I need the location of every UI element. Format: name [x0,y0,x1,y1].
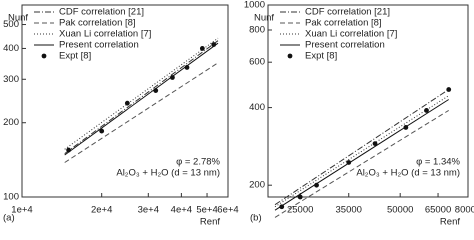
data-point [297,194,303,200]
y-tick-label: 600 [249,57,265,68]
annotation: φ = 2.78% [176,157,220,168]
x-tick-label: 35000 [336,205,362,216]
y-tick-label: 200 [3,117,19,128]
x-tick-label: 3e+4 [138,205,159,216]
legend-label: Present correlation [305,40,385,51]
legend-label: Xuan Li correlation [7] [305,29,397,40]
legend-label: Expt [8] [59,51,91,62]
x-tick-label: 80000 [455,205,474,216]
data-point [153,88,159,93]
data-point [314,182,319,188]
panel-label: (b) [250,213,262,224]
y-tick-label: 400 [3,43,19,54]
figure: 1e+4 2e+4 3e+4 4e+4 5e+4 6e+4100200300400500N… [3,0,474,228]
data-point [446,87,452,92]
panel-label: (a) [3,213,15,224]
x-tick-label: 6e+4 [217,205,238,216]
legend-label: Expt [8] [305,51,337,62]
series-line [64,62,219,163]
y-tick-label: 800 [249,25,265,36]
y-tick-label: 400 [249,102,265,113]
data-point [372,141,378,147]
annotation: φ = 1.34% [416,157,460,168]
data-point [424,108,429,113]
legend-label: Pak correlation [8] [59,18,136,29]
y-tick-label: 500 [3,19,19,30]
data-point [99,128,105,134]
legend-label: Pak correlation [8] [305,18,382,29]
annotation: Al₂O₃ + H₂O (d = 13 nm) [356,168,460,179]
data-point [211,42,217,47]
x-tick-label: 50000 [387,205,413,216]
data-point [199,46,205,51]
annotation: Al₂O₃ + H₂O (d = 13 nm) [116,168,220,179]
y-tick-label: 100 [3,192,19,203]
legend-label: Xuan Li correlation [7] [59,29,151,40]
series-line [274,89,449,206]
data-point [184,65,190,70]
y-tick-label: 200 [249,180,265,191]
data-point [279,204,285,210]
series-line [64,42,219,156]
legend-label: Present correlation [59,40,139,51]
plot-frame [267,4,469,198]
y-axis-label: Nunf [8,13,28,24]
x-axis-label: Renf [200,217,220,228]
x-tick-label: 25000 [287,205,313,216]
legend-marker [41,53,47,59]
x-tick-label: 1e+4 [11,205,32,216]
plot-frame [21,4,229,198]
series-line [274,109,449,218]
legend-label: CDF correlation [21] [59,7,144,18]
x-tick-label: 5e+4 [196,205,217,216]
x-tick-label: 2e+4 [91,205,112,216]
data-point [66,147,72,153]
data-point [403,125,409,130]
x-tick-label: 4e+4 [171,205,192,216]
y-axis-label: Nunf [254,13,274,24]
legend-marker [287,53,293,59]
x-axis-label: Renf [440,217,460,228]
legend-label: CDF correlation [21] [305,7,390,18]
y-tick-label: 300 [3,74,19,85]
data-point [124,100,130,106]
data-point [346,160,352,165]
x-tick-label: 65000 [425,205,451,216]
series-line [274,95,449,208]
series-line [64,40,219,155]
y-tick-label: 1000 [244,0,265,11]
series-line [274,99,449,211]
data-point [170,75,175,80]
